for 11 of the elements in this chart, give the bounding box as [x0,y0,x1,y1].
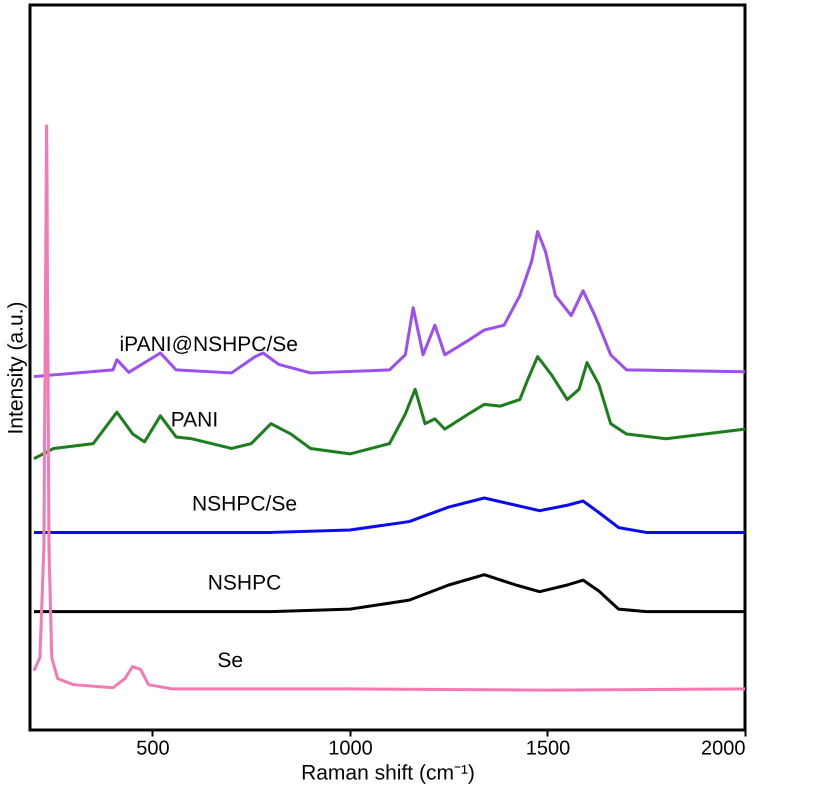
series-label: PANI [170,408,218,432]
x-tick-label: 1500 [526,738,570,760]
series-label: NSHPC/Se [192,492,298,516]
y-axis-title: Intensity (a.u.) [4,301,28,435]
series-label: iPANI@NSHPC/Se [120,332,298,356]
x-tick-label: 1000 [328,738,373,760]
series-label: Se [217,648,244,672]
x-tick-label: 2000 [701,738,746,760]
series-label: NSHPC [208,572,282,595]
x-axis-title: Raman shift (cm⁻¹) [301,762,475,784]
x-tick-label: 500 [136,738,170,760]
